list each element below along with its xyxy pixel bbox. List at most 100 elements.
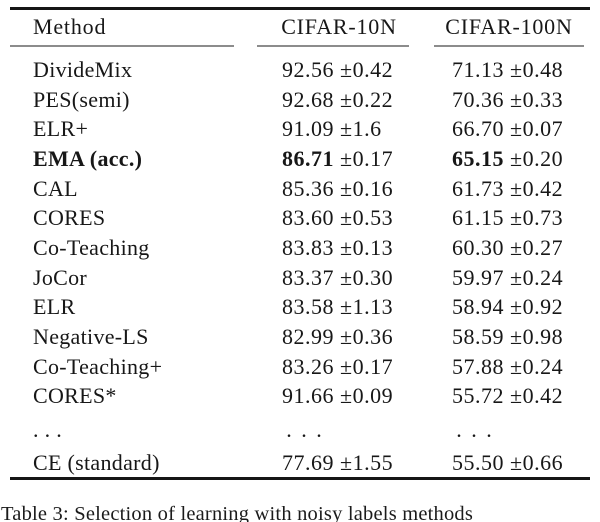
ellipsis-dots: . . . [286, 416, 324, 442]
accuracy-stddev: ±0.42 [510, 383, 564, 409]
cifar10n-value-cell: 92.68 ±0.22 [250, 87, 428, 113]
table-row: ELR+ 91.09 ±1.6 66.70 ±0.07 [10, 114, 590, 144]
cifar10n-value-cell: . . . [250, 417, 428, 443]
method-cell: Negative-LS [33, 324, 149, 350]
table-row: CORES* 91.66 ±0.09 55.72 ±0.42 [10, 382, 590, 412]
accuracy-value: 91.09 [282, 116, 334, 142]
cifar100n-value-cell: 58.94 ±0.92 [428, 294, 590, 320]
cifar10n-value-cell: 91.66 ±0.09 [250, 383, 428, 409]
accuracy-value: 55.50 [452, 449, 504, 475]
accuracy-stddev: ±0.48 [510, 56, 564, 82]
accuracy-value: 83.26 [282, 353, 334, 379]
cifar10n-value-cell: 83.58 ±1.13 [250, 294, 428, 320]
table-row: ELR 83.58 ±1.13 58.94 ±0.92 [10, 293, 590, 323]
accuracy-stddev: ±0.20 [510, 145, 564, 171]
accuracy-value: 55.72 [452, 383, 504, 409]
accuracy-value: 60.30 [452, 234, 504, 260]
table-row: Co-Teaching+ 83.26 ±0.17 57.88 ±0.24 [10, 352, 590, 382]
table-top-rule [10, 7, 590, 10]
accuracy-value: 58.94 [452, 294, 504, 320]
accuracy-stddev: ±0.07 [510, 116, 564, 142]
accuracy-stddev: ±0.30 [340, 264, 394, 290]
table-bottom-rule [10, 477, 590, 481]
cifar100n-value-cell: 61.73 ±0.42 [428, 176, 590, 202]
table-row: JoCor 83.37 ±0.30 59.97 ±0.24 [10, 263, 590, 293]
ellipsis-dots: . . . [456, 416, 494, 442]
accuracy-value: 57.88 [452, 353, 504, 379]
accuracy-stddev: ±0.13 [340, 234, 394, 260]
table-row: DivideMix 92.56 ±0.42 71.13 ±0.48 [10, 55, 590, 85]
method-cell: ELR+ [33, 116, 89, 142]
accuracy-value: 71.13 [452, 56, 504, 82]
table-row: CAL 85.36 ±0.16 61.73 ±0.42 [10, 174, 590, 204]
column-header-cifar10n: CIFAR-10N [281, 14, 397, 39]
cifar100n-value-cell: 58.59 ±0.98 [428, 324, 590, 350]
method-cell: CORES* [33, 383, 117, 409]
accuracy-stddev: ±0.98 [510, 324, 564, 350]
cifar10n-value-cell: 83.60 ±0.53 [250, 205, 428, 231]
cifar10n-value-cell: 77.69 ±1.55 [250, 450, 428, 476]
table-row: EMA (acc.) 86.71 ±0.17 65.15 ±0.20 [10, 144, 590, 174]
column-header-method: Method [33, 14, 107, 39]
results-table: Method CIFAR-10N CIFAR-100N DivideMix 92.… [10, 7, 590, 481]
accuracy-value: 86.71 [282, 145, 334, 171]
table-header-row: Method CIFAR-10N CIFAR-100N [10, 10, 590, 44]
method-cell: Co-Teaching [33, 234, 150, 260]
cifar100n-value-cell: . . . [428, 417, 590, 443]
cifar10n-value-cell: 92.56 ±0.42 [250, 57, 428, 83]
table-caption: Table 3: Selection of learning with nois… [1, 503, 474, 522]
accuracy-stddev: ±0.42 [340, 56, 394, 82]
accuracy-value: 92.68 [282, 86, 334, 112]
accuracy-stddev: ±0.17 [340, 353, 394, 379]
accuracy-stddev: ±0.66 [510, 449, 564, 475]
accuracy-stddev: ±0.22 [340, 86, 394, 112]
table-row: CE (standard) 77.69 ±1.55 55.50 ±0.66 [10, 448, 590, 477]
accuracy-value: 91.66 [282, 383, 334, 409]
table-row: Negative-LS 82.99 ±0.36 58.59 ±0.98 [10, 322, 590, 352]
cifar10n-value-cell: 91.09 ±1.6 [250, 116, 428, 142]
cifar10n-value-cell: 82.99 ±0.36 [250, 324, 428, 350]
accuracy-stddev: ±1.13 [340, 294, 394, 320]
accuracy-value: 92.56 [282, 56, 334, 82]
cifar100n-value-cell: 71.13 ±0.48 [428, 57, 590, 83]
cifar100n-value-cell: 55.72 ±0.42 [428, 383, 590, 409]
cifar10n-value-cell: 86.71 ±0.17 [250, 146, 428, 172]
table-body: DivideMix 92.56 ±0.42 71.13 ±0.48 PES(semi) 92… [10, 55, 590, 477]
method-cell: JoCor [33, 264, 88, 290]
table-row: Co-Teaching 83.83 ±0.13 60.30 ±0.27 [10, 233, 590, 263]
accuracy-stddev: ±0.17 [340, 145, 394, 171]
accuracy-stddev: ±0.24 [510, 353, 564, 379]
accuracy-value: 83.37 [282, 264, 334, 290]
table-row-ellipsis: . . . . . . . . . [10, 411, 590, 448]
accuracy-stddev: ±0.27 [510, 234, 564, 260]
accuracy-value: 85.36 [282, 175, 334, 201]
method-cell: ELR [33, 294, 76, 320]
method-cell: PES(semi) [33, 86, 130, 112]
accuracy-value: 65.15 [452, 145, 504, 171]
midrule-cifar100n-column [434, 45, 584, 47]
accuracy-stddev: ±0.53 [340, 205, 394, 231]
method-cell: CE (standard) [33, 449, 160, 475]
method-cell: Co-Teaching+ [33, 353, 163, 379]
accuracy-value: 61.15 [452, 205, 504, 231]
accuracy-value: 70.36 [452, 86, 504, 112]
accuracy-stddev: ±0.92 [510, 294, 564, 320]
midrule-method-column [10, 45, 234, 47]
cifar100n-value-cell: 55.50 ±0.66 [428, 450, 590, 476]
cifar10n-value-cell: 83.26 ±0.17 [250, 354, 428, 380]
accuracy-stddev: ±0.36 [340, 324, 394, 350]
cifar100n-value-cell: 70.36 ±0.33 [428, 87, 590, 113]
cifar10n-value-cell: 83.83 ±0.13 [250, 235, 428, 261]
accuracy-stddev: ±0.09 [340, 383, 394, 409]
cifar100n-value-cell: 61.15 ±0.73 [428, 205, 590, 231]
accuracy-stddev: ±0.73 [510, 205, 564, 231]
accuracy-value: 61.73 [452, 175, 504, 201]
accuracy-stddev: ±0.16 [340, 175, 394, 201]
method-cell: EMA (acc.) [33, 145, 143, 171]
cifar100n-value-cell: 66.70 ±0.07 [428, 116, 590, 142]
cifar10n-value-cell: 83.37 ±0.30 [250, 265, 428, 291]
accuracy-value: 66.70 [452, 116, 504, 142]
method-cell: DivideMix [33, 56, 133, 82]
cifar10n-value-cell: 85.36 ±0.16 [250, 176, 428, 202]
